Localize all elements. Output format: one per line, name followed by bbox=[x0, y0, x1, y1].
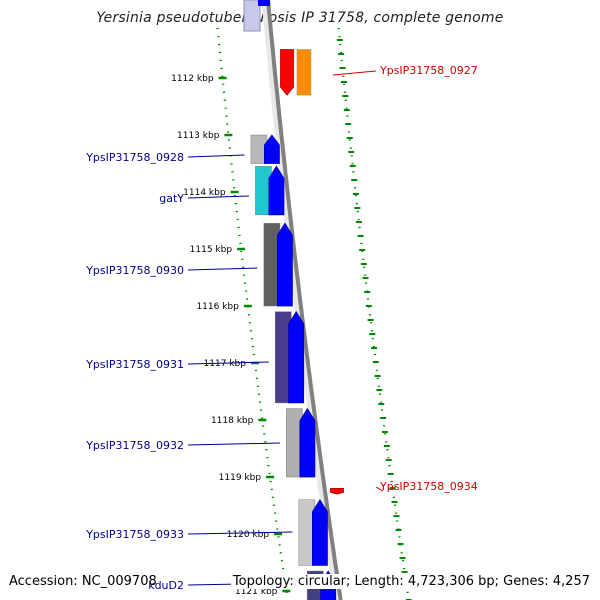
forward-cds-arrow bbox=[268, 165, 285, 216]
label-leader bbox=[375, 486, 384, 492]
scale-tick-label: 1114 kbp bbox=[183, 188, 226, 198]
forward-cds-arrow bbox=[263, 134, 280, 164]
outer-dotted-ring bbox=[337, 27, 410, 597]
reverse-cds-arrow bbox=[330, 487, 344, 495]
partial-analysis-block bbox=[243, 0, 261, 32]
map-title: Yersinia pseudotuberculosis IP 31758, co… bbox=[96, 10, 504, 26]
feature-label: YpsIP31758_0930 bbox=[85, 264, 184, 277]
label-leader bbox=[187, 267, 258, 271]
genome-summary: Topology: circular; Length: 4,723,306 bp… bbox=[230, 574, 590, 589]
scale-tick-label: 1113 kbp bbox=[177, 131, 220, 141]
backbone-shadow bbox=[261, 0, 340, 600]
feature-label: YpsIP31758_0933 bbox=[85, 528, 184, 541]
backbone bbox=[266, 0, 343, 600]
forward-cds-arrow bbox=[311, 499, 328, 566]
forward-cds-arrow bbox=[299, 407, 316, 478]
label-leader bbox=[187, 442, 280, 446]
feature-label: gatY bbox=[159, 192, 184, 205]
scale-tick-label: 1119 kbp bbox=[219, 473, 262, 483]
reverse-cds-arrow bbox=[280, 49, 294, 96]
label-leader bbox=[187, 195, 249, 199]
scale-tick-label: 1116 kbp bbox=[196, 302, 239, 312]
analysis-block bbox=[296, 49, 312, 96]
label-leader bbox=[187, 361, 269, 365]
scale-tick-label: 1118 kbp bbox=[211, 416, 254, 426]
feature-label: kduD2 bbox=[148, 579, 184, 592]
feature-label: YpsIP31758_0928 bbox=[85, 151, 184, 164]
accession-text: Accession: NC_009708 bbox=[9, 574, 157, 589]
feature-label: YpsIP31758_0931 bbox=[85, 358, 184, 371]
partial-forward-cds bbox=[258, 0, 270, 6]
feature-label: YpsIP31758_0932 bbox=[85, 439, 184, 452]
forward-cds-arrow bbox=[288, 310, 305, 404]
label-leader bbox=[332, 70, 377, 76]
scale-tick-label: 1112 kbp bbox=[171, 74, 214, 84]
feature-label: YpsIP31758_0934 bbox=[379, 480, 478, 493]
label-leader bbox=[187, 531, 293, 535]
forward-cds-arrow bbox=[276, 222, 293, 307]
feature-label: YpsIP31758_0927 bbox=[379, 64, 478, 77]
scale-tick-label: 1115 kbp bbox=[190, 245, 233, 255]
label-leader bbox=[187, 154, 245, 158]
scale-tick-label: 1121 kbp bbox=[235, 587, 278, 597]
scale-tick-label: 1117 kbp bbox=[204, 359, 247, 369]
scale-tick-label: 1120 kbp bbox=[227, 530, 270, 540]
